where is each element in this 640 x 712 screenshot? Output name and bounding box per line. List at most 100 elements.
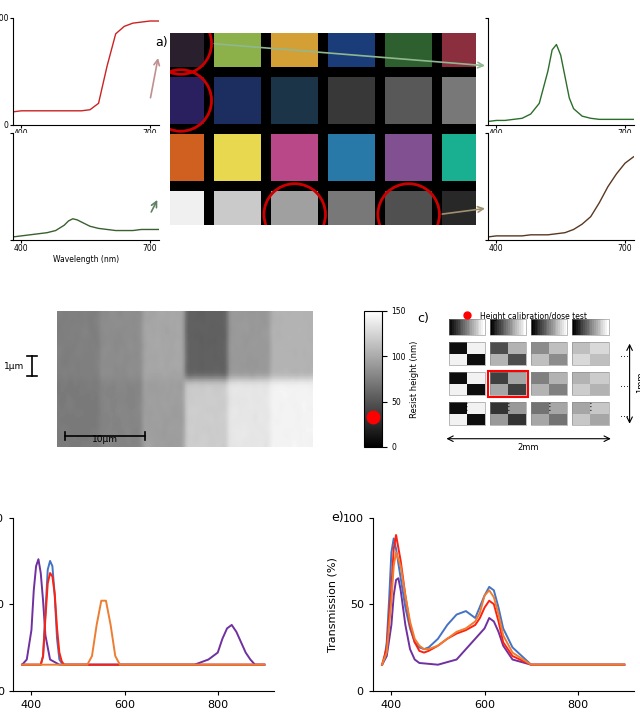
Bar (385, 191, 432, 238)
Bar (531, 354, 549, 365)
Bar (580, 319, 581, 335)
Text: ...: ... (620, 379, 628, 389)
Bar (449, 354, 467, 365)
Bar (490, 354, 508, 365)
Bar (600, 319, 602, 335)
Bar (467, 402, 485, 414)
Bar (456, 319, 458, 335)
Bar (549, 372, 568, 384)
Bar (499, 319, 500, 335)
Bar (607, 319, 609, 335)
Bar (542, 319, 544, 335)
Bar (535, 319, 536, 335)
Bar (385, 77, 432, 124)
Bar (449, 384, 467, 395)
Bar (572, 319, 574, 335)
Bar (533, 319, 535, 335)
Bar (449, 319, 485, 335)
Bar (549, 384, 568, 395)
Bar (490, 372, 508, 384)
Bar (502, 319, 504, 335)
Bar (461, 319, 463, 335)
Bar (549, 414, 568, 425)
Text: ...: ... (620, 349, 628, 359)
Bar (531, 319, 568, 335)
Bar (271, 77, 318, 124)
Bar (157, 77, 204, 124)
Bar (449, 372, 467, 384)
Bar (490, 342, 526, 365)
Text: ⋮: ⋮ (503, 402, 513, 412)
Bar (551, 319, 553, 335)
Bar (549, 354, 568, 365)
Bar (328, 134, 375, 181)
Bar (583, 319, 585, 335)
Bar (596, 319, 598, 335)
Bar (449, 402, 485, 425)
Bar (576, 319, 578, 335)
Bar (449, 372, 485, 395)
Bar (591, 372, 609, 384)
Bar (603, 319, 605, 335)
Bar (449, 342, 485, 365)
Bar (572, 372, 609, 395)
Bar (214, 20, 261, 67)
Bar (442, 77, 489, 124)
Bar (591, 414, 609, 425)
Bar (495, 319, 497, 335)
Bar (470, 319, 472, 335)
Bar (549, 402, 568, 414)
Bar (271, 191, 318, 238)
Y-axis label: Resist height (nm): Resist height (nm) (410, 340, 419, 418)
Bar (546, 319, 547, 335)
Bar (557, 319, 558, 335)
Text: a): a) (155, 36, 168, 49)
Bar (508, 372, 526, 384)
Bar (490, 384, 508, 395)
Bar (591, 384, 609, 395)
Bar (506, 319, 508, 335)
Bar (214, 191, 261, 238)
Bar (157, 134, 204, 181)
Bar (564, 319, 566, 335)
Bar (587, 319, 589, 335)
Bar (449, 414, 467, 425)
Bar (522, 319, 524, 335)
Bar (385, 20, 432, 67)
Bar (562, 319, 564, 335)
Text: 1mm: 1mm (636, 372, 640, 393)
Bar (449, 342, 467, 354)
Bar (481, 319, 483, 335)
Bar (214, 77, 261, 124)
Bar (271, 134, 318, 181)
Bar (531, 402, 549, 414)
Bar (483, 319, 485, 335)
Text: 1μm: 1μm (4, 362, 24, 370)
Bar (524, 319, 526, 335)
X-axis label: Wavelength (nm): Wavelength (nm) (52, 140, 119, 148)
Bar (605, 319, 607, 335)
Bar (591, 354, 609, 365)
Bar (449, 402, 467, 414)
Bar (271, 20, 318, 67)
Bar (511, 319, 513, 335)
Bar (454, 319, 456, 335)
Bar (591, 342, 609, 354)
Bar (572, 372, 591, 384)
Text: ...: ... (620, 409, 628, 419)
Bar (442, 20, 489, 67)
Bar (490, 402, 526, 425)
Bar (504, 319, 506, 335)
Bar (515, 319, 517, 335)
Bar (536, 319, 538, 335)
Bar (328, 20, 375, 67)
Bar (490, 342, 508, 354)
Bar (467, 354, 485, 365)
Text: e): e) (331, 511, 344, 524)
Bar (328, 77, 375, 124)
Bar (531, 342, 568, 365)
Bar (531, 372, 568, 395)
Bar (472, 319, 474, 335)
Bar (531, 414, 549, 425)
Bar (591, 319, 592, 335)
